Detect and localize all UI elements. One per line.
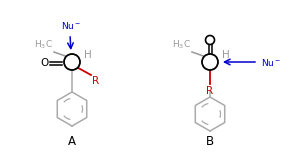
Text: H$_3$C: H$_3$C [34, 38, 53, 51]
Text: H: H [84, 50, 92, 60]
Circle shape [202, 54, 218, 70]
Text: Nu$^-$: Nu$^-$ [261, 57, 281, 67]
Text: R: R [92, 76, 99, 86]
Text: R: R [206, 86, 214, 96]
Text: O: O [41, 58, 49, 68]
Text: H: H [222, 50, 230, 60]
Text: Nu$^-$: Nu$^-$ [61, 20, 81, 31]
Text: B: B [206, 135, 214, 148]
Circle shape [206, 36, 214, 45]
Text: A: A [68, 135, 76, 148]
Circle shape [64, 54, 80, 70]
Text: H$_3$C: H$_3$C [172, 38, 191, 51]
